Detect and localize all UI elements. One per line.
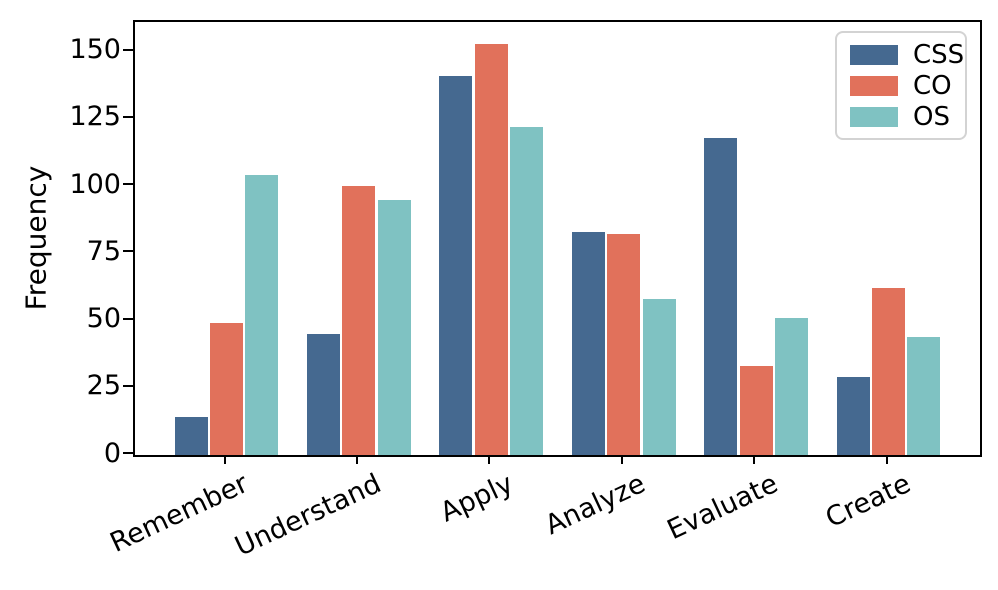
bar-os-create [907,336,941,455]
x-tick-label-understand: Understand [230,468,386,563]
y-tick-mark [123,384,133,387]
x-tick-mark [223,455,226,464]
legend-label-co: CO [913,70,952,101]
legend-item-os: OS [850,104,952,130]
y-tick-mark [123,115,133,118]
bar-os-apply [510,126,544,455]
bar-os-evaluate [775,317,808,455]
y-tick-mark [123,48,133,51]
bar-os-understand [377,199,411,455]
bar-css-apply [439,75,473,455]
y-tick-mark [123,250,133,253]
x-tick-mark [620,455,623,464]
x-tick-mark [753,455,756,464]
bar-os-analyze [642,299,676,455]
y-tick-label: 150 [69,34,121,66]
legend: CSS CO OS [835,31,967,140]
bar-co-understand [342,186,376,455]
y-tick-label: 125 [69,101,121,133]
y-tick-mark [123,183,133,186]
legend-item-co: CO [850,73,952,99]
x-tick-label-evaluate: Evaluate [662,468,783,547]
x-tick-label-apply: Apply [435,468,518,529]
x-tick-mark [488,455,491,464]
bar-co-remember [210,323,243,455]
bar-os-remember [245,175,279,455]
bar-co-analyze [607,234,641,455]
y-tick-mark [123,317,133,320]
bar-css-analyze [571,231,605,455]
legend-swatch-co [850,75,898,96]
bar-co-apply [474,43,508,455]
bar-css-remember [174,417,208,455]
y-tick-label: 50 [86,303,121,335]
bar-co-evaluate [739,366,773,455]
legend-swatch-css [850,44,898,65]
x-tick-label-create: Create [820,468,916,535]
legend-swatch-os [850,106,898,127]
bar-css-evaluate [704,137,738,455]
x-tick-mark [885,455,888,464]
bar-css-understand [307,333,340,455]
y-tick-label: 100 [69,168,121,200]
bar-css-create [836,377,870,455]
bar-co-create [872,288,905,455]
legend-label-css: CSS [913,39,965,70]
legend-label-os: OS [913,101,950,132]
y-tick-label: 75 [86,235,121,267]
y-tick-mark [123,452,133,454]
x-tick-mark [355,455,358,464]
legend-item-css: CSS [850,42,964,68]
x-tick-label-analyze: Analyze [540,468,651,542]
x-tick-label-remember: Remember [105,468,254,559]
y-tick-label: 25 [86,370,121,402]
y-tick-label: 0 [103,437,121,469]
